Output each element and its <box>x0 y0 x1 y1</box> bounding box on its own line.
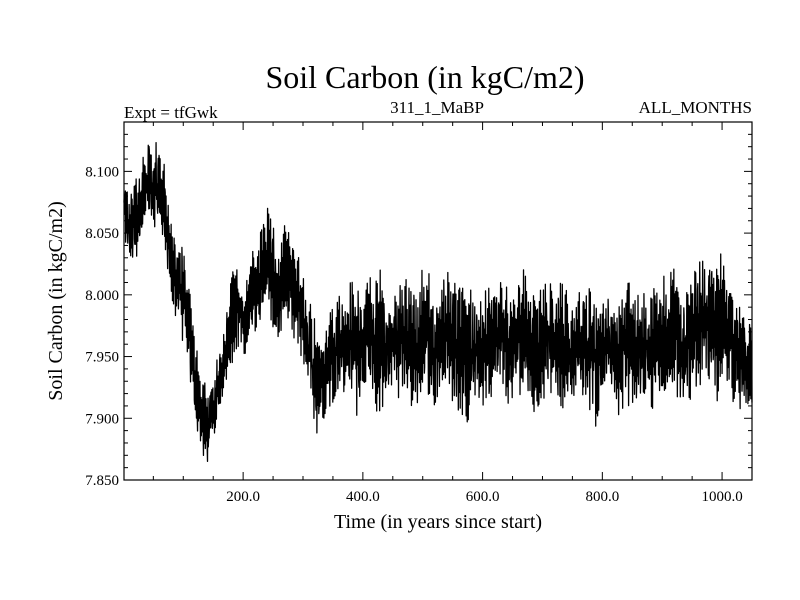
months-label: ALL_MONTHS <box>639 98 752 117</box>
x-tick-label: 800.0 <box>585 489 619 505</box>
plot-frame <box>123 121 753 481</box>
y-tick-label: 7.850 <box>85 473 119 489</box>
x-axis: 200.0 400.0 600.0 800.0 1000.0 <box>152 122 743 505</box>
y-tick-label: 7.900 <box>85 411 119 427</box>
data-layer <box>123 141 753 463</box>
y-tick-label: 7.950 <box>85 350 119 366</box>
y-axis-label: Soil Carbon (in kgC/m2) <box>45 201 67 400</box>
x-axis-label: Time (in years since start) <box>334 511 542 533</box>
x-tick-label: 200.0 <box>226 489 260 505</box>
y-tick-label: 8.050 <box>85 226 119 242</box>
y-axis: 7.850 7.900 7.950 8.000 8.050 8.100 <box>85 121 752 489</box>
period-label: 311_1_MaBP <box>390 98 484 117</box>
series-line-0 <box>123 141 753 463</box>
y-tick-label: 8.100 <box>85 164 119 180</box>
x-tick-label: 400.0 <box>346 489 380 505</box>
x-tick-label: 600.0 <box>466 489 500 505</box>
y-tick-label: 8.000 <box>85 288 119 304</box>
experiment-label: Expt = tfGwk <box>124 103 218 122</box>
x-tick-label: 1000.0 <box>701 489 742 505</box>
chart-title: Soil Carbon (in kgC/m2) <box>265 59 584 95</box>
